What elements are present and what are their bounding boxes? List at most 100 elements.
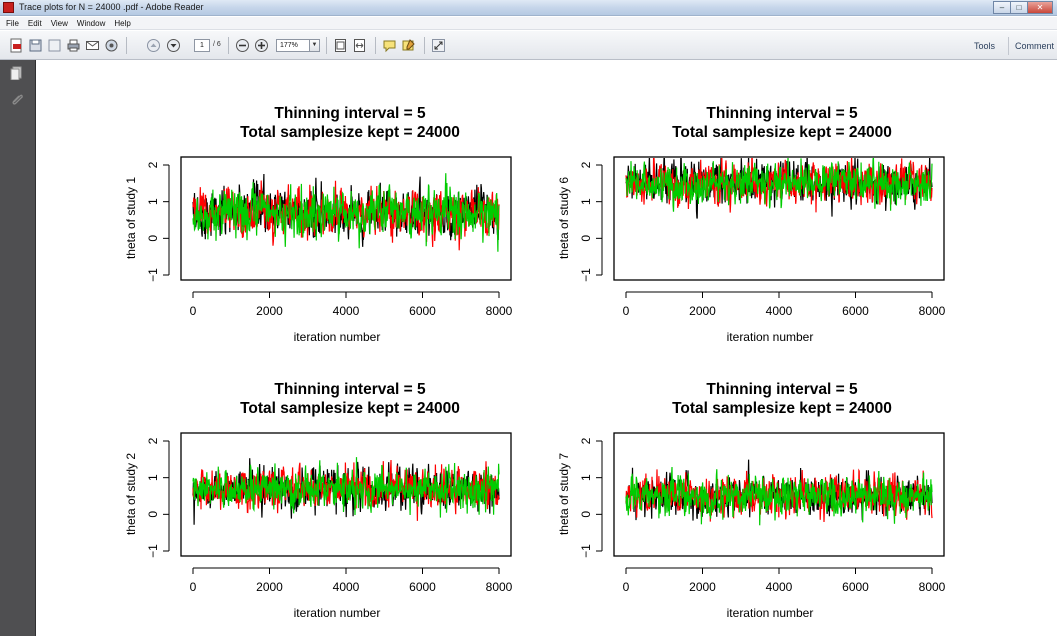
maximize-button[interactable]: □ [1010, 1, 1027, 14]
close-button[interactable]: ✕ [1027, 1, 1053, 14]
title-bar: Trace plots for N = 24000 .pdf - Adobe R… [0, 0, 1057, 16]
zoom-in-icon[interactable] [254, 38, 269, 53]
y-tick-label: −1 [579, 544, 593, 558]
menu-edit[interactable]: Edit [27, 19, 42, 28]
y-tick-label: 0 [579, 235, 593, 242]
plot-title: Thinning interval = 5 Total samplesize ke… [170, 380, 530, 418]
expand-icon[interactable] [431, 38, 446, 53]
plot-title-line: Total samplesize kept = 24000 [240, 124, 460, 141]
x-tick-label: 4000 [766, 304, 793, 318]
minimize-button[interactable]: – [993, 1, 1010, 14]
x-tick-label: 4000 [766, 580, 793, 594]
plot-frame [180, 156, 512, 281]
y-tick-label: 1 [579, 198, 593, 205]
y-axis-label: theta of study 1 [124, 176, 138, 259]
y-tick-label: 1 [579, 474, 593, 481]
x-tick-label: 8000 [486, 304, 513, 318]
y-tick-label: 0 [579, 511, 593, 518]
x-tick-label: 6000 [842, 580, 869, 594]
x-tick-label: 0 [623, 580, 630, 594]
window-controls: – □ ✕ [993, 1, 1053, 14]
plot-title: Thinning interval = 5 Total samplesize ke… [170, 104, 530, 142]
trace-plot-svg: −1 0 1 2 0 2000 4000 6000 8000 [579, 432, 946, 594]
page-up-icon[interactable] [146, 38, 161, 53]
navigation-panel [0, 60, 36, 636]
menu-file[interactable]: File [6, 19, 19, 28]
plot-title: Thinning interval = 5 Total samplesize ke… [602, 380, 962, 418]
page-down-icon[interactable] [166, 38, 181, 53]
plot-frame [613, 156, 945, 281]
fit-width-icon[interactable] [352, 38, 367, 53]
trace-plot: −1 0 1 2 0 2000 4000 6000 8000 [574, 156, 964, 320]
x-axis-label: iteration number [726, 330, 814, 344]
y-tick-label: 0 [146, 235, 160, 242]
y-tick-label: 2 [579, 437, 593, 444]
trace-plot-svg: −1 0 1 2 0 2000 4000 6000 8000 [579, 156, 946, 318]
y-tick-label: 0 [146, 511, 160, 518]
trace-line-series-3 [625, 158, 933, 212]
plot-frame [180, 432, 512, 557]
x-axis-label: iteration number [293, 330, 381, 344]
zoom-out-icon[interactable] [235, 38, 250, 53]
create-pdf-icon[interactable] [9, 38, 24, 53]
zoom-dropdown-chevron-icon[interactable]: ▼ [310, 39, 320, 52]
y-axis-label: theta of study 7 [557, 452, 571, 535]
x-tick-label: 0 [190, 304, 197, 318]
x-tick-label: 8000 [919, 304, 946, 318]
zoom-level-field[interactable]: 177% [276, 39, 310, 52]
pages-icon[interactable] [10, 66, 24, 80]
x-tick-label: 2000 [256, 304, 283, 318]
trace-plot: −1 0 1 2 0 2000 4000 6000 8000 [574, 432, 964, 596]
page-number-input[interactable]: 1 [194, 39, 210, 52]
menu-window[interactable]: Window [76, 19, 106, 28]
save-icon[interactable] [28, 38, 43, 53]
x-tick-label: 6000 [409, 304, 436, 318]
page-total: / 6 [213, 41, 221, 48]
collaborate-icon[interactable] [104, 38, 119, 53]
y-tick-label: 1 [146, 474, 160, 481]
tools-pane-button[interactable]: Tools [974, 41, 996, 51]
trace-plot-svg: −1 0 1 2 0 2000 4000 6000 8000 [146, 156, 513, 318]
x-axis-label: iteration number [293, 606, 381, 620]
document-page: Thinning interval = 5 Total samplesize ke… [37, 60, 1057, 636]
plot-title-line: Total samplesize kept = 24000 [240, 400, 460, 417]
menu-help[interactable]: Help [114, 19, 131, 28]
x-axis-label: iteration number [726, 606, 814, 620]
x-tick-label: 0 [190, 580, 197, 594]
highlight-icon[interactable] [401, 38, 416, 53]
x-tick-label: 6000 [409, 580, 436, 594]
plot-title-line: Thinning interval = 5 [274, 381, 426, 398]
fit-page-icon[interactable] [333, 38, 348, 53]
y-tick-label: −1 [146, 268, 160, 282]
toolbar: 1 / 6 177% ▼ [0, 31, 1057, 60]
plot-title-line: Total samplesize kept = 24000 [672, 400, 892, 417]
x-tick-label: 0 [623, 304, 630, 318]
x-tick-label: 2000 [689, 304, 716, 318]
attachment-icon[interactable] [10, 92, 24, 106]
y-tick-label: 2 [146, 437, 160, 444]
x-tick-label: 8000 [486, 580, 513, 594]
save-copy-icon[interactable] [47, 38, 62, 53]
y-tick-label: −1 [579, 268, 593, 282]
comment-pane-button[interactable]: Comment [1015, 41, 1055, 51]
menu-view[interactable]: View [50, 19, 68, 28]
y-tick-label: −1 [146, 544, 160, 558]
email-icon[interactable] [85, 38, 100, 53]
plot-title-line: Thinning interval = 5 [274, 105, 426, 122]
y-tick-label: 2 [146, 161, 160, 168]
trace-line-series-3 [192, 457, 500, 518]
x-tick-label: 8000 [919, 580, 946, 594]
x-tick-label: 2000 [689, 580, 716, 594]
trace-plot: −1 0 1 2 0 2000 4000 6000 8000 [141, 432, 531, 596]
y-tick-label: 1 [146, 198, 160, 205]
plot-title-line: Total samplesize kept = 24000 [672, 124, 892, 141]
x-tick-label: 4000 [333, 580, 360, 594]
window-title: Trace plots for N = 24000 .pdf - Adobe R… [19, 2, 204, 12]
print-icon[interactable] [66, 38, 81, 53]
comment-icon[interactable] [382, 38, 397, 53]
plot-frame [613, 432, 945, 557]
menu-bar: File Edit View Window Help [0, 17, 1057, 30]
plot-title-line: Thinning interval = 5 [706, 381, 858, 398]
y-axis-label: theta of study 2 [124, 452, 138, 535]
